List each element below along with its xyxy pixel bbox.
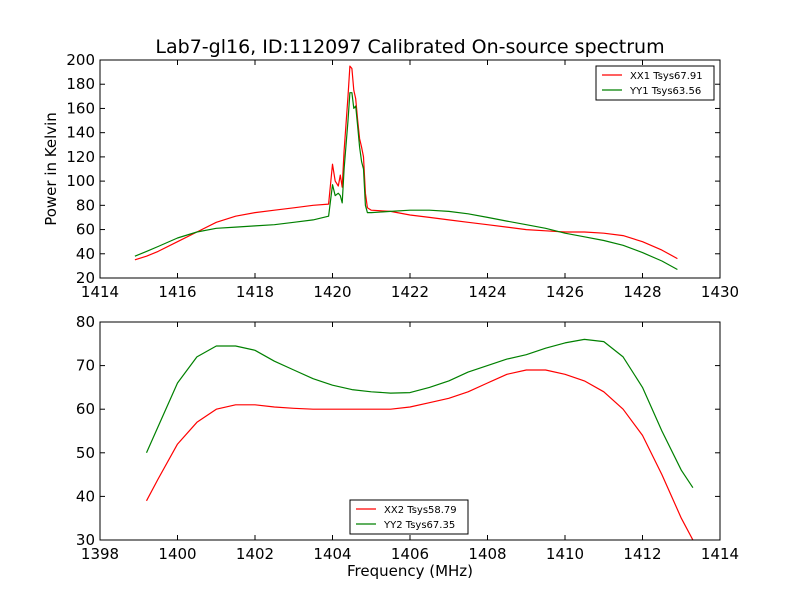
top-series-line-2: [134, 92, 678, 271]
top-x-tick-label: 1428: [623, 283, 661, 301]
top-ticks-layer: 1414 1416 1418 1420 1422 1424 1426 1428 1430 20 40…: [66, 51, 739, 301]
top-legend: XX1 Tsys67.91 YY1 Tsys63.56: [595, 65, 715, 101]
bottom-x-tick-label: 1410: [546, 545, 584, 563]
top-x-tick-label: 1426: [546, 283, 584, 301]
top-y-axis-label: Power in Kelvin: [42, 112, 60, 226]
bottom-x-tick-label: 1414: [701, 545, 739, 563]
bottom-y-tick-label: 40: [76, 487, 95, 505]
top-y-tick-label: 100: [66, 172, 95, 190]
figure-title: Lab7-gl16, ID:112097 Calibrated On-sourc…: [155, 36, 664, 58]
top-y-tick-label: 60: [76, 221, 95, 239]
bottom-ticks-layer: 1398 1400 1402 1404 1406 1408 1410 1412 1414 30 40…: [76, 313, 739, 563]
bottom-y-tick-label: 60: [76, 400, 95, 418]
bottom-x-tick-label: 1404: [313, 545, 351, 563]
top-x-tick-label: 1418: [236, 283, 274, 301]
bottom-series-line-1: [145, 369, 694, 540]
bottom-x-tick-label: 1398: [81, 545, 119, 563]
bottom-axes: 1398 1400 1402 1404 1406 1408 1410 1412 1414 30 40…: [76, 313, 739, 580]
bottom-x-tick-label: 1400: [158, 545, 196, 563]
top-x-tick-label: 1422: [391, 283, 429, 301]
top-legend-label-2: YY1 Tsys63.56: [629, 86, 701, 97]
top-legend-label-1: XX1 Tsys67.91: [630, 71, 703, 82]
bottom-y-tick-label: 30: [76, 531, 95, 549]
top-y-tick-label: 80: [76, 196, 95, 214]
top-y-tick-label: 200: [66, 51, 95, 69]
top-series-layer: [134, 65, 678, 271]
top-y-tick-label: 120: [66, 148, 95, 166]
top-axes: 1414 1416 1418 1420 1422 1424 1426 1428 1430 20 40…: [42, 51, 739, 301]
bottom-y-tick-label: 80: [76, 313, 95, 331]
bottom-legend-label-1: XX2 Tsys58.79: [384, 505, 457, 516]
bottom-series-line-2: [145, 338, 694, 489]
bottom-x-tick-label: 1412: [623, 545, 661, 563]
top-x-tick-label: 1420: [313, 283, 351, 301]
bottom-x-axis-label: Frequency (MHz): [347, 562, 473, 580]
top-x-tick-label: 1424: [468, 283, 506, 301]
bottom-legend-label-2: YY2 Tsys67.35: [383, 520, 455, 531]
top-series-line-1: [134, 65, 678, 261]
bottom-y-tick-label: 70: [76, 357, 95, 375]
bottom-legend: XX2 Tsys58.79 YY2 Tsys67.35: [349, 499, 469, 535]
bottom-x-tick-label: 1406: [391, 545, 429, 563]
bottom-x-tick-label: 1408: [468, 545, 506, 563]
bottom-legend-box: [349, 499, 469, 535]
top-x-tick-label: 1430: [701, 283, 739, 301]
top-y-tick-label: 20: [76, 269, 95, 287]
top-y-tick-label: 40: [76, 245, 95, 263]
top-x-tick-label: 1416: [158, 283, 196, 301]
top-y-tick-label: 180: [66, 75, 95, 93]
bottom-x-tick-label: 1402: [236, 545, 274, 563]
top-y-tick-label: 140: [66, 124, 95, 142]
bottom-series-layer: [145, 338, 694, 540]
top-x-tick-label: 1414: [81, 283, 119, 301]
bottom-y-tick-label: 50: [76, 444, 95, 462]
top-legend-box: [595, 65, 715, 101]
top-y-tick-label: 160: [66, 99, 95, 117]
